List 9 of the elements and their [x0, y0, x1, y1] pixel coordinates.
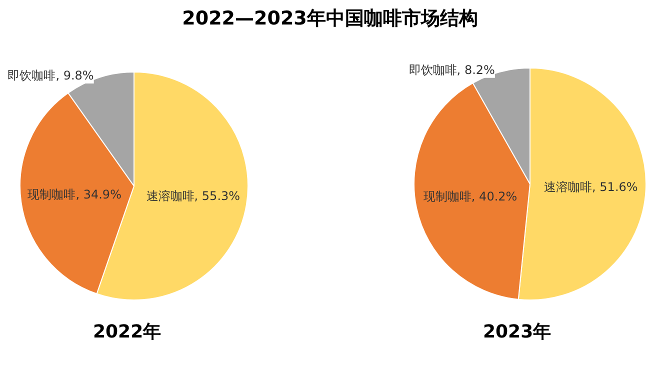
slice-label: 即饮咖啡, 9.8% [8, 68, 94, 82]
slice-label: 现制咖啡, 34.9% [28, 187, 122, 202]
text: 2022—2023年中国咖啡市场结构 [182, 8, 478, 30]
slice-label: 速溶咖啡, 55.3% [146, 188, 240, 203]
slice-label: 速溶咖啡, 51.6% [544, 180, 638, 194]
text: 2022年 [93, 322, 162, 342]
slice-label: 现制咖啡, 40.2% [423, 190, 518, 204]
text: 2023年 [483, 322, 552, 342]
slice-label: 即饮咖啡, 8.2% [408, 62, 495, 77]
